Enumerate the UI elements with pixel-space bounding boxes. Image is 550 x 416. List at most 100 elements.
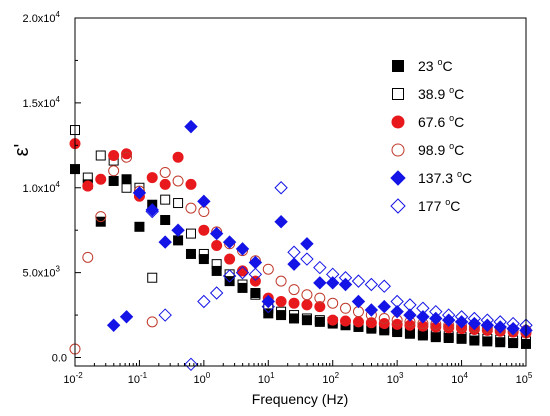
data-point-series-5 [377,279,391,293]
data-point-series-2 [121,148,133,160]
data-point-series-1 [314,315,325,326]
data-point-series-2 [211,239,223,251]
data-point-series-5 [261,299,275,314]
data-point-series-0 [508,338,519,349]
data-point-series-3 [301,289,313,301]
data-point-series-5 [145,204,159,219]
data-point-series-5 [493,315,507,329]
data-point-series-2 [352,316,364,328]
data-point-series-2 [172,151,184,163]
legend-marker-0 [392,60,404,72]
data-point-series-0 [134,221,145,232]
data-point-series-2 [249,275,261,287]
data-point-series-5 [338,271,353,285]
data-point-series-0 [482,336,493,347]
data-point-series-0 [185,248,196,259]
data-point-series-1 [237,279,248,290]
data-point-series-2 [301,299,313,311]
x-tick-label: 102 [322,371,339,386]
data-point-series-4 [171,223,185,237]
data-point-series-0 [469,335,480,346]
data-point-series-4 [209,226,224,241]
y-tick-label: 1.5x104 [23,95,61,110]
data-point-series-1 [250,289,261,300]
data-point-series-0 [224,276,235,287]
data-point-series-3 [172,175,184,187]
data-point-series-0 [237,282,248,293]
data-point-series-4 [261,294,275,309]
data-point-series-4 [287,257,301,271]
data-point-series-5 [197,294,211,309]
data-point-series-5 [403,298,417,312]
data-point-series-4 [441,313,456,327]
data-point-series-2 [314,301,326,313]
data-point-series-5 [390,294,404,309]
data-point-series-4 [326,276,340,290]
legend-marker-4 [390,170,406,186]
y-tick-label: 0.0 [52,353,67,365]
data-point-series-0 [121,174,132,185]
data-point-series-4 [132,186,147,200]
data-point-series-3 [275,275,287,287]
legend: 23 oC 38.9 oC 67.6 oC 98.9 oC 137.3 oC 177 oC [390,57,472,214]
data-point-series-2 [275,295,287,307]
data-point-series-4 [480,318,495,332]
data-point-series-2 [288,297,300,309]
data-point-series-2 [391,318,403,330]
legend-label-5: 177 oC [418,197,460,214]
x-tick-label: 10-1 [128,371,148,386]
x-tick-label: 105 [516,371,533,386]
x-tick-label: 103 [387,371,404,386]
x-axis-label: Frequency (Hz) [252,391,348,407]
data-point-series-4 [403,308,417,322]
data-point-series-5 [235,265,250,280]
data-point-series-3 [121,151,133,163]
data-point-series-0 [211,265,222,276]
data-point-series-2 [159,178,171,190]
legend-label-1: 38.9 oC [418,85,464,102]
data-point-series-5 [300,252,314,266]
axes [74,17,527,367]
data-point-series-3 [340,302,352,314]
data-point-series-4 [338,277,353,292]
x-tick-label: 101 [258,371,275,386]
data-point-series-0 [263,308,274,319]
data-point-series-0 [173,235,184,246]
data-point-series-4 [416,310,430,324]
data-point-series-3 [288,284,300,296]
data-point-series-3 [146,316,158,328]
data-point-series-5 [441,308,456,322]
data-point-series-2 [365,317,377,329]
y-tick-label: 2.0x104 [23,10,61,25]
data-point-series-5 [351,274,366,288]
data-point-series-4 [119,310,134,324]
y-axis-label: ε' [11,144,33,157]
data-point-series-4 [467,316,482,331]
data-point-series-4 [313,276,327,290]
data-point-series-1 [276,306,287,317]
data-point-series-3 [262,263,274,275]
data-point-series-2 [327,314,339,326]
legend-label-3: 98.9 oC [418,141,464,158]
data-point-series-5 [209,286,224,300]
legend-marker-1 [392,88,404,100]
data-point-series-1 [95,150,106,161]
data-point-series-2 [198,224,210,236]
data-point-series-1 [147,272,158,283]
data-point-series-0 [198,254,209,265]
x-tick-label: 104 [451,371,468,386]
data-point-series-1 [121,182,132,193]
data-point-series-2 [185,178,197,190]
data-point-series-4 [300,237,314,251]
data-point-series-1 [289,310,300,321]
data-point-series-0 [276,310,287,321]
legend-label-2: 67.6 oC [418,113,464,130]
data-point-series-5 [364,277,379,292]
plot-frame [74,17,527,367]
data-point-series-1 [198,248,209,259]
data-point-series-2 [82,180,94,192]
x-tick-label: 10-2 [63,371,83,386]
data-point-series-2 [95,173,107,185]
data-point-series-5 [416,301,430,315]
